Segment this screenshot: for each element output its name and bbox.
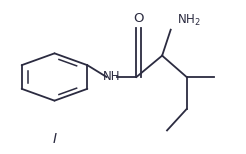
Text: NH: NH	[103, 71, 121, 83]
Text: NH$_2$: NH$_2$	[177, 13, 201, 28]
Text: I: I	[52, 132, 57, 146]
Text: O: O	[133, 12, 144, 25]
